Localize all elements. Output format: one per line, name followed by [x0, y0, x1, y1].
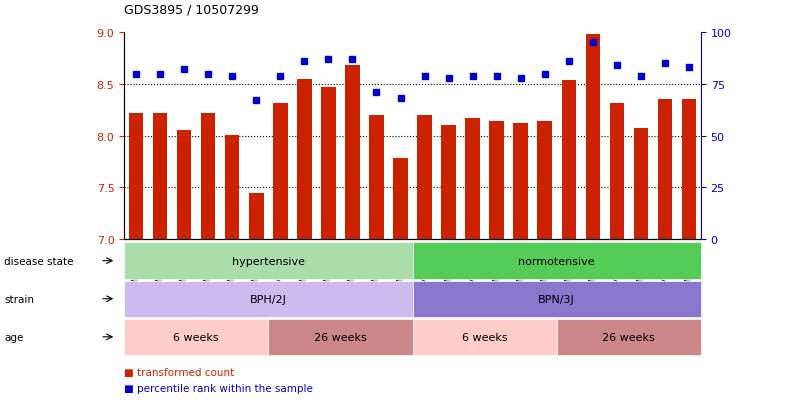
Text: strain: strain	[4, 294, 34, 304]
Bar	[177, 131, 191, 240]
Text: 6 weeks: 6 weeks	[174, 332, 219, 342]
Bar	[537, 122, 552, 240]
Bar	[201, 114, 215, 240]
Bar	[273, 103, 288, 240]
Bar	[682, 100, 696, 240]
Bar	[321, 88, 336, 240]
Bar	[129, 114, 143, 240]
Text: ■ transformed count: ■ transformed count	[124, 367, 235, 377]
Text: normotensive: normotensive	[518, 256, 595, 266]
Text: hypertensive: hypertensive	[231, 256, 305, 266]
Bar	[465, 119, 480, 240]
Text: 26 weeks: 26 weeks	[314, 332, 367, 342]
Text: BPN/3J: BPN/3J	[538, 294, 575, 304]
Text: BPH/2J: BPH/2J	[250, 294, 287, 304]
Bar	[610, 103, 624, 240]
Bar	[489, 122, 504, 240]
Text: 6 weeks: 6 weeks	[462, 332, 507, 342]
Bar	[634, 129, 648, 240]
Bar	[249, 193, 264, 240]
Bar	[586, 35, 600, 240]
Bar	[153, 114, 167, 240]
Bar	[369, 116, 384, 240]
Bar	[417, 116, 432, 240]
Text: 26 weeks: 26 weeks	[602, 332, 655, 342]
Bar	[562, 81, 576, 240]
Text: disease state: disease state	[4, 256, 74, 266]
Bar	[345, 66, 360, 240]
Bar	[513, 124, 528, 240]
Bar	[297, 79, 312, 240]
Bar	[658, 100, 672, 240]
Text: age: age	[4, 332, 23, 342]
Text: GDS3895 / 10507299: GDS3895 / 10507299	[124, 4, 259, 17]
Text: ■ percentile rank within the sample: ■ percentile rank within the sample	[124, 383, 313, 393]
Bar	[225, 135, 239, 240]
Bar	[441, 126, 456, 240]
Bar	[393, 159, 408, 240]
